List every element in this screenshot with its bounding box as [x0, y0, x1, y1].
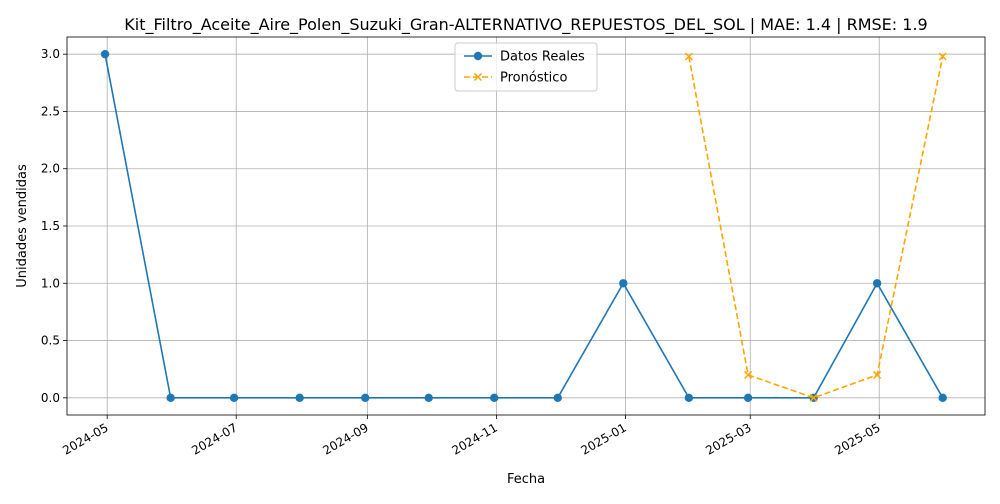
data-point-actual	[938, 393, 947, 403]
data-point-actual	[361, 393, 370, 403]
legend-label-forecast: Pronóstico	[500, 71, 567, 86]
data-point-actual	[229, 393, 239, 403]
y-tick-label: 0.5	[41, 334, 60, 348]
series-line-actual	[104, 54, 944, 399]
y-tick-label: 2.5	[41, 104, 60, 118]
data-point-actual	[166, 393, 175, 403]
data-point-actual	[872, 279, 882, 288]
chart-title: Kit_Filtro_Aceite_Aire_Polen_Suzuki_Gran…	[124, 15, 927, 35]
data-point-actual	[684, 393, 694, 403]
data-point-forecast	[744, 370, 753, 379]
x-marker-stroke	[744, 370, 753, 379]
y-tick-label: 1.0	[41, 276, 60, 290]
data-point-actual	[100, 49, 110, 59]
data-point-actual	[553, 393, 562, 403]
data-point-forecast	[873, 370, 882, 379]
data-point-actual	[743, 393, 753, 403]
x-marker-stroke	[809, 393, 818, 402]
data-point-forecast	[809, 393, 818, 402]
y-tick-label: 0.0	[41, 391, 60, 405]
data-point-actual	[295, 393, 304, 403]
y-tick-label: 3.0	[41, 47, 60, 61]
x-marker-stroke	[684, 52, 693, 61]
y-tick-label: 2.0	[41, 162, 60, 176]
data-point-forecast	[938, 52, 947, 61]
data-point-actual	[619, 279, 628, 288]
x-marker-stroke	[938, 52, 947, 61]
y-axis-label: Unidades vendidas	[15, 164, 30, 288]
data-point-forecast	[684, 52, 693, 61]
data-point-actual	[424, 393, 433, 403]
series-layer	[100, 49, 947, 403]
y-tick-label: 1.5	[41, 219, 60, 233]
legend-label-actual: Datos Reales	[500, 50, 585, 65]
data-point-actual	[490, 393, 499, 403]
legend-marker-actual	[473, 51, 483, 61]
legend: Datos Reales Pronóstico	[454, 42, 598, 92]
x-marker-stroke	[473, 72, 483, 82]
x-axis-label: Fecha	[507, 472, 545, 487]
series-line-forecast	[688, 56, 944, 399]
x-marker-stroke	[873, 370, 882, 379]
legend-marker-forecast	[473, 72, 483, 82]
legend-box	[454, 42, 598, 92]
y-axis: 0.0 0.5 1.0 1.5 2.0 2.5 3.0	[41, 47, 67, 405]
